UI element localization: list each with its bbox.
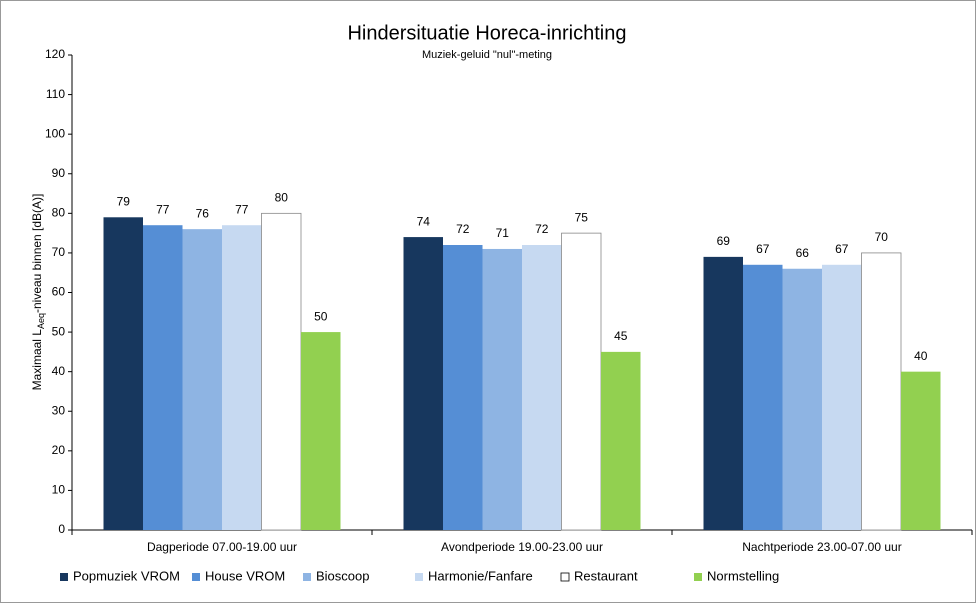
legend-swatch <box>415 573 423 581</box>
data-label: 76 <box>196 206 210 220</box>
data-label: 66 <box>796 246 810 260</box>
chart-subtitle: Muziek-geluid "nul"-meting <box>422 49 552 61</box>
y-axis-label: Maximaal LAeq-niveau binnen [dB(A)] <box>30 194 46 391</box>
data-label: 74 <box>417 214 431 228</box>
bar <box>601 351 641 530</box>
data-label: 45 <box>614 329 628 343</box>
data-label: 72 <box>535 222 549 236</box>
legend-swatch <box>560 572 570 582</box>
y-tick-label: 120 <box>45 47 65 61</box>
x-tick-label: Dagperiode 07.00-19.00 uur <box>147 540 297 554</box>
bar <box>182 229 222 530</box>
bar <box>782 268 822 530</box>
legend-swatch <box>303 573 311 581</box>
legend-swatch <box>192 573 200 581</box>
y-tick-label: 10 <box>52 483 66 497</box>
y-tick-label: 20 <box>52 443 66 457</box>
bar <box>822 264 862 530</box>
data-label: 72 <box>456 222 470 236</box>
data-label: 79 <box>117 194 131 208</box>
y-label-part: -niveau binnen [dB(A)] <box>30 194 44 313</box>
bar <box>443 245 483 530</box>
data-label: 67 <box>756 242 770 256</box>
legend-swatch <box>694 573 702 581</box>
data-label: 67 <box>835 242 849 256</box>
data-label: 77 <box>235 202 249 216</box>
x-tick-label: Nachtperiode 23.00-07.00 uur <box>742 540 901 554</box>
bar <box>703 256 743 530</box>
y-tick-label: 80 <box>52 206 66 220</box>
legend-label: Restaurant <box>574 568 638 583</box>
legend-label: Bioscoop <box>316 568 369 583</box>
bar <box>222 225 262 531</box>
y-label-part: Maximaal L <box>30 329 44 391</box>
x-tick-label: Avondperiode 19.00-23.00 uur <box>441 540 603 554</box>
bar <box>301 332 341 530</box>
y-tick-label: 40 <box>52 364 66 378</box>
bar <box>743 264 783 530</box>
data-label: 80 <box>275 191 289 205</box>
data-label: 70 <box>875 230 889 244</box>
data-label: 69 <box>717 234 731 248</box>
data-label: 77 <box>156 202 170 216</box>
legend-swatch <box>60 573 68 581</box>
y-tick-label: 30 <box>52 403 66 417</box>
bar <box>261 212 302 531</box>
legend-label: House VROM <box>205 568 285 583</box>
y-tick-label: 0 <box>58 522 65 536</box>
y-label-sub: Aeq <box>36 313 46 329</box>
data-label: 75 <box>575 210 589 224</box>
bar <box>103 217 143 530</box>
bar <box>403 237 443 531</box>
y-tick-label: 50 <box>52 324 66 338</box>
y-tick-label: 60 <box>52 285 66 299</box>
y-tick-label: 110 <box>46 87 65 101</box>
bar <box>561 232 602 531</box>
data-label: 40 <box>914 349 928 363</box>
bar <box>522 245 562 530</box>
data-label: 50 <box>314 309 328 323</box>
bar <box>482 248 522 531</box>
y-tick-label: 70 <box>52 245 66 259</box>
legend-label: Popmuziek VROM <box>73 568 180 583</box>
bar <box>143 225 183 531</box>
legend-label: Harmonie/Fanfare <box>428 568 533 583</box>
chart-title: Hindersituatie Horeca-inrichting <box>347 22 626 44</box>
bar <box>901 371 941 530</box>
legend-label: Normstelling <box>707 568 779 583</box>
data-label: 71 <box>496 226 510 240</box>
y-tick-label: 100 <box>45 126 65 140</box>
y-tick-label: 90 <box>52 166 66 180</box>
bar <box>861 252 902 531</box>
